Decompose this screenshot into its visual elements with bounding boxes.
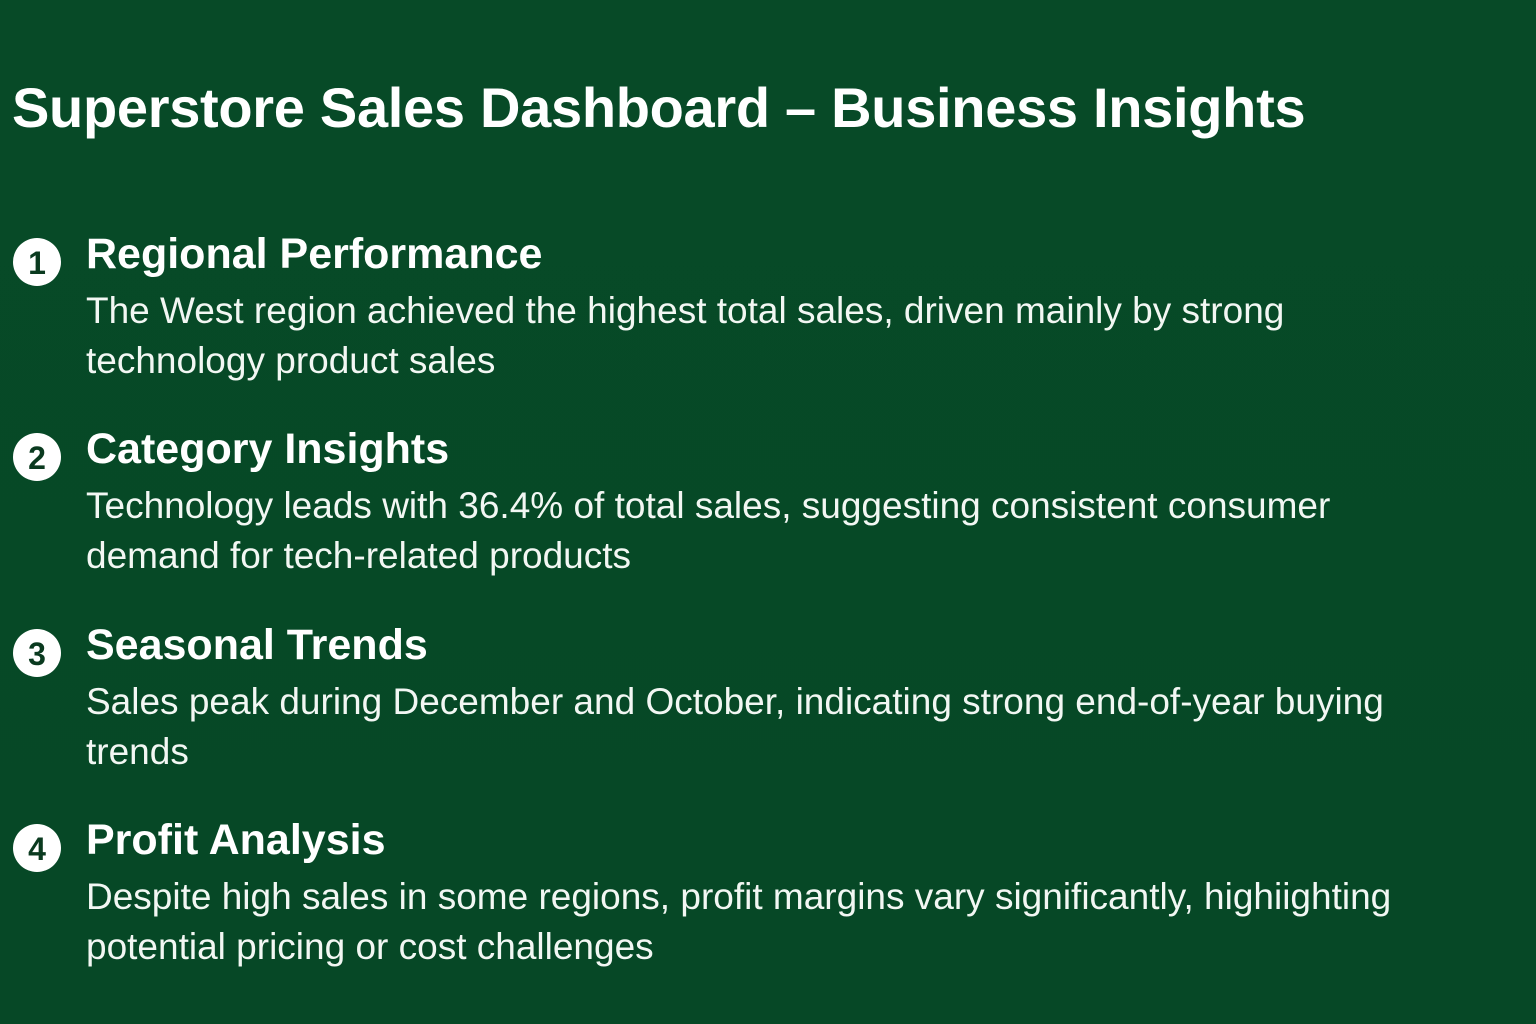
insight-text: Sales peak during December and October, …	[86, 681, 1384, 772]
page-title: Superstore Sales Dashboard – Business In…	[12, 76, 1306, 139]
insight-category-insights: 2 Category Insights Technology leads wit…	[0, 421, 1480, 591]
insight-profit-analysis: 4 Profit Analysis Despite high sales in …	[0, 812, 1480, 982]
number-badge: 4	[13, 824, 61, 872]
insight-seasonal-trends: 3 Seasonal Trends Sales peak during Dece…	[0, 617, 1480, 787]
insight-heading: Category Insights	[86, 425, 450, 473]
number-badge: 3	[13, 629, 61, 677]
insight-heading: Regional Performance	[86, 230, 543, 278]
insight-heading: Seasonal Trends	[86, 621, 428, 669]
insight-text: Technology leads with 36.4% of total sal…	[86, 485, 1331, 576]
insight-text: The West region achieved the highest tot…	[86, 290, 1285, 381]
insight-text: Despite high sales in some regions, prof…	[86, 876, 1392, 967]
insight-regional-performance: 1 Regional Performance The West region a…	[0, 226, 1480, 396]
insight-heading: Profit Analysis	[86, 816, 386, 864]
number-badge: 1	[13, 238, 61, 286]
number-badge: 2	[13, 433, 61, 481]
